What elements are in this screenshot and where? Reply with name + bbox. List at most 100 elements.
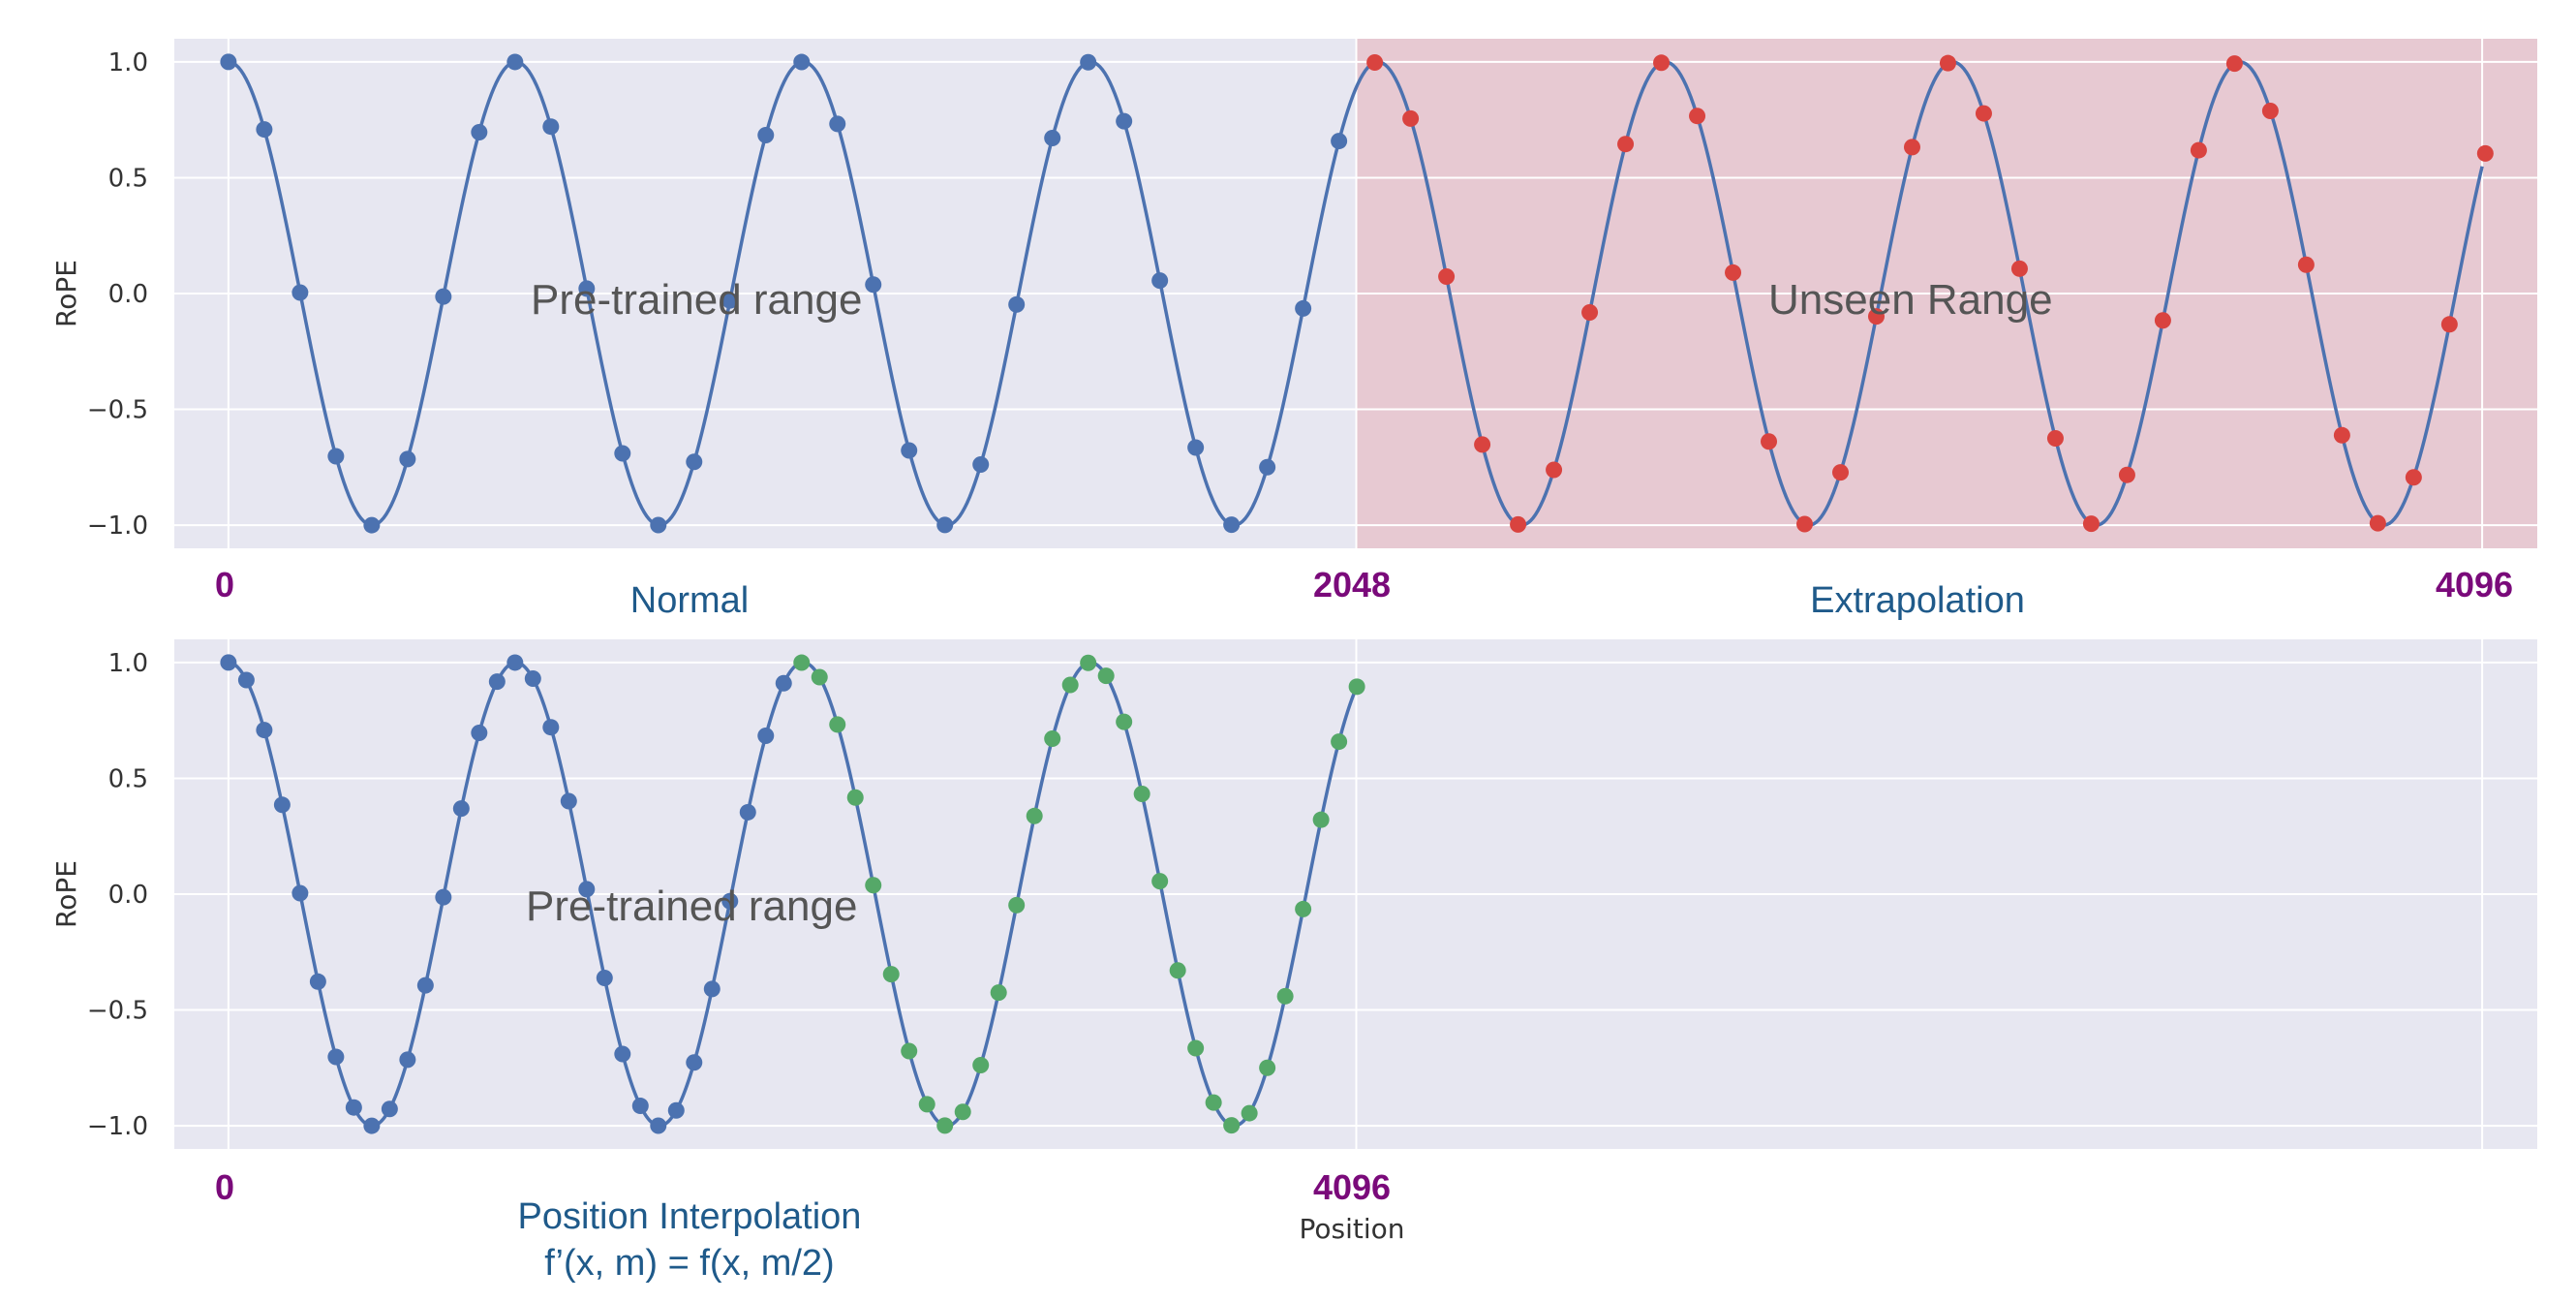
bottom-series-1-point: [1169, 962, 1186, 979]
top-series-0-point: [936, 516, 954, 534]
bottom-series-1-point: [901, 1042, 918, 1060]
bottom-series-1-point: [793, 654, 811, 671]
bottom-gridlines: [174, 639, 2537, 1149]
top-series-1-point: [2476, 144, 2494, 162]
bottom-series-1-point: [1223, 1117, 1241, 1134]
top-series-1-point: [1725, 264, 1742, 281]
bottom-series-0-point: [775, 674, 792, 692]
top-position-label-0: 0: [215, 565, 234, 604]
top-series-1-point: [1581, 304, 1599, 322]
bottom-series-0-point: [399, 1051, 416, 1069]
bottom-sine-curve: [228, 661, 1359, 1128]
top-series-0-point: [220, 53, 237, 71]
bottom-series-0-point: [757, 727, 775, 744]
top-series-0-point: [435, 288, 452, 305]
bottom-series-0-point: [220, 654, 237, 671]
bottom-series-1-point: [1348, 678, 1365, 696]
bottom-series-1-point: [865, 877, 882, 894]
bottom-series-1-point: [1116, 713, 1133, 730]
bottom-series-0-point: [416, 976, 434, 994]
top-series-1-point: [1366, 53, 1384, 71]
top-series-1-point: [2225, 55, 2243, 73]
top-series-1-point: [2154, 312, 2171, 329]
top-series-1-point: [2261, 103, 2279, 120]
bottom-series-0-point: [721, 892, 739, 910]
top-chart: 1.0 0.5 0.0 −0.5 −1.0 RoPE Pre-trained range…: [50, 39, 2537, 621]
top-series-0-point: [506, 53, 524, 71]
bottom-series-1-point: [1151, 873, 1169, 890]
top-pretrained-range-label: Pre-trained range: [531, 276, 862, 324]
bottom-series-1-point: [846, 789, 864, 806]
top-series-0-point: [1259, 458, 1276, 476]
top-series-0-point: [578, 280, 596, 297]
bottom-y-tick-label: 0.5: [108, 764, 148, 793]
top-series-0-point: [399, 450, 416, 468]
top-series-0-point: [793, 53, 811, 71]
top-series-1-point: [1510, 515, 1527, 533]
top-series-1-point: [2118, 466, 2135, 483]
top-series-1-point: [1867, 308, 1885, 326]
top-series-1-point: [1939, 54, 1956, 72]
bottom-series-0-point: [256, 722, 273, 739]
top-series-1-point: [2190, 141, 2207, 159]
bottom-series-0-point: [327, 1048, 345, 1066]
top-series-0-point: [901, 442, 918, 459]
bottom-position-label-0: 0: [215, 1167, 234, 1207]
top-series-0-point: [1187, 439, 1205, 456]
bottom-series-0-point: [667, 1101, 685, 1119]
bottom-series-1-point: [1008, 896, 1026, 914]
top-y-tick-label: 0.5: [108, 164, 148, 193]
top-sine-curve: [228, 60, 2484, 527]
top-series-0-point: [1295, 299, 1312, 317]
bottom-series-1-point: [1331, 733, 1348, 751]
bottom-caption-interpolation: Position Interpolation: [518, 1196, 862, 1237]
bottom-series-1-point: [811, 668, 828, 686]
top-series-0-point: [1008, 295, 1026, 313]
bottom-series-0-point: [703, 980, 721, 998]
bottom-series-0-point: [506, 654, 524, 671]
top-series-1-point: [2405, 469, 2422, 486]
top-series-1-point: [2369, 514, 2386, 532]
top-caption-normal: Normal: [630, 580, 749, 621]
top-y-tick-label: 0.0: [108, 280, 148, 309]
top-series-0-point: [291, 284, 309, 301]
top-series-0-point: [614, 445, 631, 462]
bottom-series-1-point: [1205, 1094, 1222, 1111]
bottom-series-0-point: [291, 884, 309, 902]
top-series-0-point: [1151, 272, 1169, 290]
bottom-series-1-point: [882, 966, 900, 983]
top-series-1-point: [2046, 430, 2064, 448]
bottom-series-1-point: [829, 716, 846, 733]
bottom-x-axis-label: Position: [1299, 1213, 1404, 1245]
top-series-0-point: [471, 124, 488, 141]
bottom-caption-formula: f’(x, m) = f(x, m/2): [544, 1243, 834, 1284]
bottom-series-0-point: [614, 1045, 631, 1063]
bottom-series-0-point: [488, 673, 506, 691]
top-series-1-point: [1617, 136, 1635, 153]
bottom-series-1-point: [1241, 1104, 1258, 1122]
bottom-series-1-point: [1097, 667, 1115, 685]
bottom-series-0-point: [435, 888, 452, 906]
top-series-1-point: [2082, 515, 2100, 533]
top-series-0-point: [650, 516, 667, 534]
top-series-1-point: [1761, 433, 1778, 450]
bottom-series-0-point: [452, 800, 470, 818]
top-position-label-4096: 4096: [2436, 565, 2513, 604]
top-series-0-point: [1044, 130, 1061, 147]
top-series-1-point: [1474, 436, 1491, 453]
top-series-1-point: [1903, 139, 1920, 156]
bottom-series-1-point: [1295, 900, 1312, 917]
top-series-1-point: [2297, 256, 2315, 273]
bottom-series-0-point: [524, 669, 541, 687]
bottom-series-0-point: [542, 719, 560, 736]
top-series-1-point: [1689, 108, 1706, 125]
top-series-1-point: [1402, 109, 1420, 127]
bottom-y-tick-label: −0.5: [87, 997, 148, 1026]
top-series-0-point: [972, 456, 990, 474]
bottom-series-1-point: [1026, 807, 1043, 824]
bottom-series-0-point: [345, 1099, 362, 1116]
bottom-series-0-point: [471, 725, 488, 742]
bottom-series-1-point: [972, 1057, 990, 1074]
top-series-0-point: [1223, 516, 1241, 534]
top-data-points: [220, 53, 2494, 534]
